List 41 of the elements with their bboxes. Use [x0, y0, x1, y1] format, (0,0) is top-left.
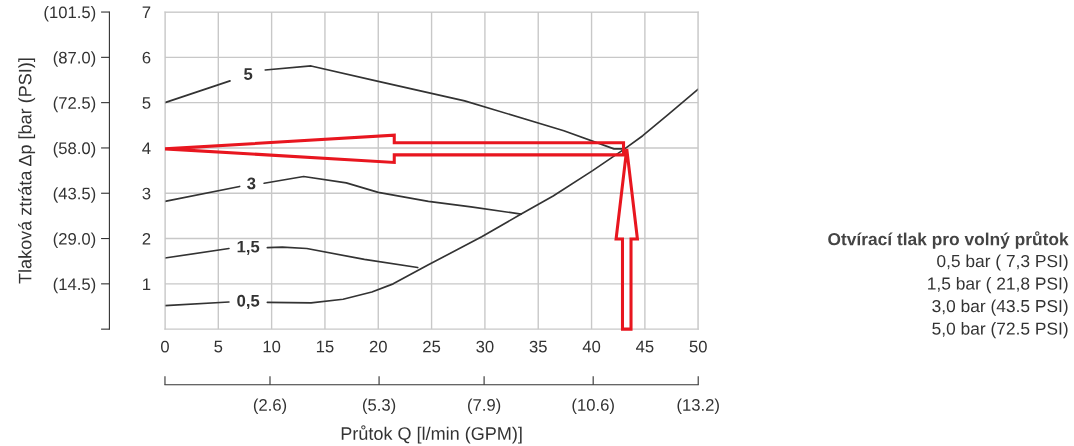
- y2-tick-label: (29.0): [53, 232, 96, 249]
- x-tick-label: 30: [476, 340, 494, 353]
- x-tick-label: 35: [529, 340, 547, 353]
- x2-tick-label: (10.6): [572, 398, 614, 415]
- text: Otvírací tlak pro volný průtok: [828, 231, 1069, 249]
- series-label: 0,5: [237, 294, 260, 310]
- y2-tick-label: (58.0): [53, 141, 96, 158]
- x2-axis-title: Průtok Q [l/min (GPM)]: [341, 425, 522, 444]
- x-tick-label: 20: [369, 340, 387, 353]
- series-label: 1,5: [237, 240, 260, 255]
- x-tick-label: 45: [636, 340, 654, 353]
- x2-tick-label: (2.6): [253, 398, 287, 415]
- x-tick-label: 0: [160, 340, 169, 353]
- series-label: 5: [244, 68, 253, 80]
- y2-tick-label: (43.5): [53, 187, 96, 203]
- y2-axis-title: Tlaková ztráta Δp [bar (PSI)]: [18, 58, 36, 284]
- text: 1,5 bar ( 21,8 PSI): [928, 276, 1068, 294]
- x-tick-label: 40: [582, 340, 601, 353]
- y-tick-label: 4: [142, 142, 151, 154]
- y-tick-label: 1: [143, 278, 151, 290]
- y-tick-label: 7: [142, 6, 151, 19]
- text: 0,5 bar ( 7,3 PSI): [937, 254, 1068, 271]
- x-tick-label: 15: [316, 340, 334, 353]
- y-tick-label: 3: [142, 187, 151, 200]
- x-tick-label: 50: [689, 340, 707, 353]
- y2-tick-label: (101.5): [44, 6, 96, 22]
- x2-tick-label: (7.9): [468, 398, 501, 415]
- x-tick-label: 25: [423, 340, 441, 353]
- text: 5,0 bar (72.5 PSI): [932, 322, 1068, 339]
- x-tick-label: 10: [263, 340, 281, 353]
- series-label: 3: [247, 177, 256, 190]
- y2-tick-label: (87.0): [53, 51, 96, 67]
- y2-tick-label: (72.5): [53, 96, 96, 113]
- x-tick-label: 5: [214, 340, 223, 353]
- x2-tick-label: (5.3): [362, 398, 396, 415]
- y2-tick-label: (14.5): [53, 277, 96, 294]
- y-tick-label: 6: [142, 51, 151, 64]
- x2-tick-label: (13.2): [677, 398, 719, 415]
- y-tick-label: 2: [142, 232, 151, 245]
- y-tick-label: 5: [142, 97, 151, 109]
- text: 3,0 bar (43.5 PSI): [932, 299, 1068, 316]
